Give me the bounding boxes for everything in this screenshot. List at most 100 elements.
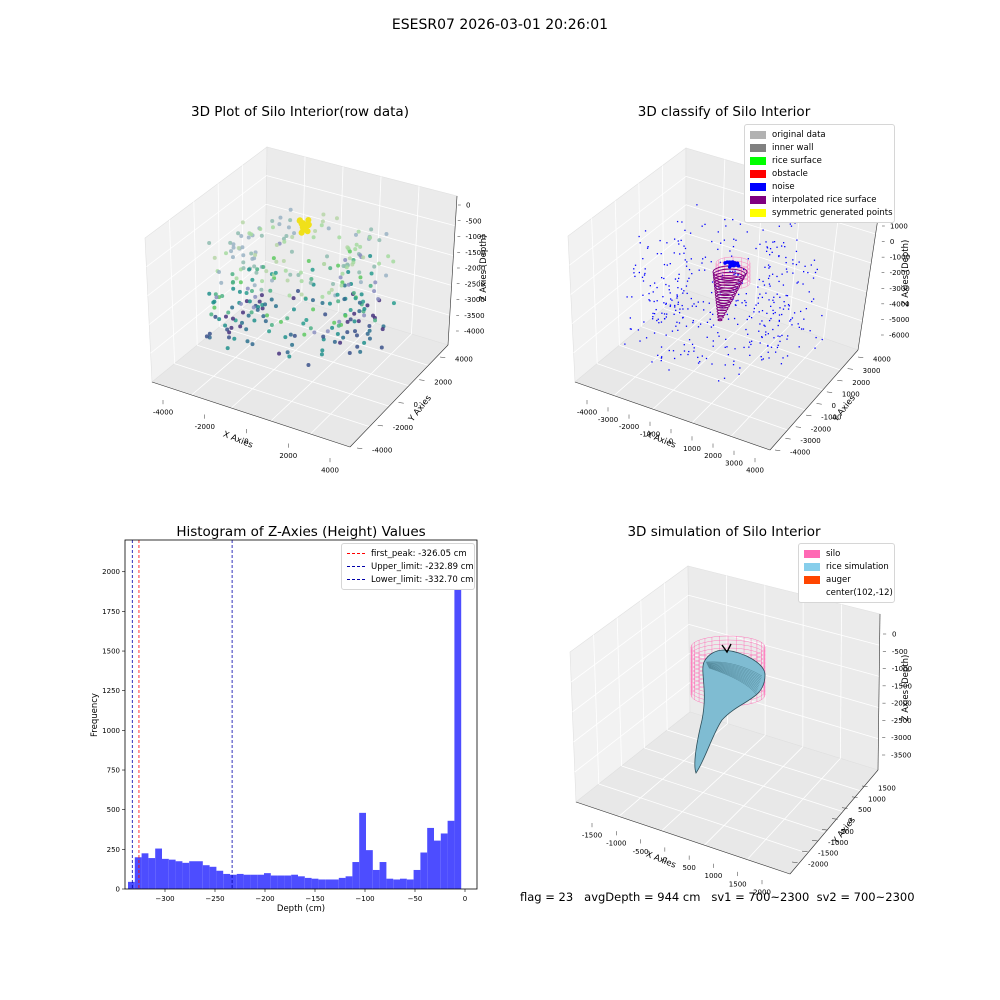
plot2-noise-point — [782, 308, 785, 310]
plot2-legend-label: symmetric generated points — [772, 207, 893, 218]
plot1-point — [240, 220, 245, 225]
plot4-center-marker — [721, 643, 732, 654]
plot2-noise-point — [683, 245, 685, 247]
plot1-point — [346, 270, 351, 275]
plot1-z-tick-label: -2500 — [465, 280, 485, 288]
plot2-legend-swatch — [750, 156, 766, 165]
plot2-noise-point — [701, 225, 703, 227]
plot2-noise-point — [768, 275, 771, 277]
plot1-point — [291, 296, 296, 301]
plot1-point — [223, 314, 228, 319]
plot2-noise-point — [812, 277, 815, 279]
plot2-noise-point — [688, 277, 690, 279]
plot2-noise-point — [746, 231, 748, 233]
plot4-y-tick-mark — [841, 807, 848, 809]
plot2-interpolated-ring — [716, 303, 730, 309]
plot2-x-tick-label: 2000 — [704, 452, 722, 460]
plot2-grid — [570, 204, 687, 295]
plot4-legend-label: auger — [826, 574, 851, 585]
figure-title: ESESR07 2026-03-01 20:26:01 — [391, 17, 609, 33]
plot2-z-tick-label: -4000 — [889, 300, 909, 308]
plot2-noise-point — [693, 303, 695, 305]
plot1-z-axis-line — [447, 195, 458, 346]
plot2-noise-point — [660, 252, 662, 255]
plot1-point — [204, 334, 209, 339]
plot3-legend-label: Lower_limit: -332.70 cm — [371, 574, 474, 585]
plot2-noise-cluster — [728, 261, 732, 266]
plot2-noise-point — [774, 351, 777, 353]
plot2-x-tick-label: -4000 — [577, 409, 597, 417]
plot4-z-tick-label: -2500 — [891, 717, 911, 725]
plot2-noise-point — [685, 285, 688, 287]
plot4-y-tick-label: -500 — [838, 828, 854, 836]
plot2-noise-point — [743, 268, 745, 271]
plot1-point — [352, 311, 357, 316]
plot1-point — [340, 271, 345, 276]
plot1-point — [241, 260, 246, 265]
plot1-grid — [193, 201, 198, 346]
plot1-z-tick-label: -3500 — [464, 312, 484, 320]
plot1-point — [303, 296, 308, 301]
plot2-noise-point — [763, 284, 766, 286]
plot1-z-tick-label: -1500 — [465, 249, 485, 257]
plot4-legend-label: center(102,-12) — [826, 587, 893, 598]
plot1-point — [329, 287, 334, 292]
plot1-title: 3D Plot of Silo Interior(row data) — [191, 104, 409, 120]
plot1-point — [239, 234, 244, 239]
plot3-bar — [447, 820, 455, 889]
plot2-noise-point — [663, 263, 666, 266]
plot1-point — [257, 299, 262, 304]
plot2-noise-point — [786, 338, 788, 340]
plot2-noise-point — [784, 245, 786, 248]
plot4-y-tick-label: 1500 — [878, 785, 896, 793]
plot2-noise-point — [683, 350, 686, 352]
plot2-grid — [691, 325, 790, 424]
plot4-rice-mesh — [708, 666, 758, 692]
plot2-noise-point — [786, 355, 789, 357]
plot1-point — [278, 215, 283, 220]
plot2-legend-swatch — [750, 182, 766, 191]
plot1-point — [223, 251, 228, 256]
plot1-point — [359, 292, 364, 297]
plot2-z-axis-label: Z Axies (Depth) — [901, 240, 911, 307]
plot1-point — [240, 320, 245, 325]
plot2-noise-point — [739, 367, 741, 369]
plot2-noise-point — [674, 278, 677, 280]
plot4-rice-mesh — [708, 667, 757, 693]
plot4-rice-mesh — [706, 663, 761, 682]
sv2-text: sv2 = 700~2300 — [816, 890, 915, 904]
plot4-grid — [704, 746, 804, 846]
plot1-point — [309, 277, 314, 282]
plot1-point — [212, 255, 217, 260]
plot2-noise-point — [738, 373, 740, 375]
plot2-noise-point — [629, 328, 632, 330]
plot2-noise-point — [757, 297, 759, 299]
plot2-interpolated-ring — [714, 284, 739, 294]
plot2-grid — [569, 176, 687, 266]
plot1-point — [267, 329, 272, 334]
plot1-point — [327, 290, 332, 295]
plot1-point — [226, 310, 231, 315]
plot1-point — [244, 290, 249, 295]
plot2-noise-point — [665, 283, 667, 286]
plot3-legend-item: Lower_limit: -332.70 cm — [347, 573, 473, 586]
plot2-noise-point — [685, 265, 688, 267]
plot1-point — [351, 260, 356, 265]
plot2-noise-point — [691, 305, 693, 307]
plot1-point — [269, 323, 274, 328]
plot2-noise-point — [687, 308, 689, 310]
plot1-point — [334, 216, 339, 221]
plot1-point — [357, 300, 362, 305]
plot1-point — [320, 219, 325, 224]
plot3-bar — [236, 873, 244, 889]
plot2-noise-point — [733, 238, 735, 240]
plot1-point — [356, 319, 361, 324]
plot3-legend-item: Upper_limit: -232.89 cm — [347, 560, 474, 573]
plot2-noise-point — [706, 321, 709, 324]
plot1-point — [327, 301, 332, 306]
plot1-grid — [219, 326, 409, 387]
plot2-grid — [641, 326, 823, 391]
plot2-noise-point — [726, 313, 728, 316]
plot2-noise-point — [764, 334, 767, 336]
plot2-noise-point — [792, 259, 794, 261]
